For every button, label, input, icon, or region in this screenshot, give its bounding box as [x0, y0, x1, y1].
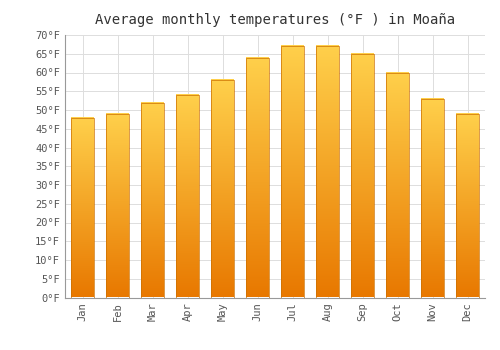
Bar [456, 114, 479, 298]
Bar [71, 118, 94, 298]
Bar [421, 99, 444, 298]
Bar [176, 95, 199, 298]
Bar [246, 57, 269, 298]
Bar [106, 114, 129, 298]
Title: Average monthly temperatures (°F ) in Moaña: Average monthly temperatures (°F ) in Mo… [95, 13, 455, 27]
Bar [386, 72, 409, 298]
Bar [316, 46, 339, 298]
Bar [351, 54, 374, 298]
Bar [281, 46, 304, 298]
Bar [211, 80, 234, 298]
Bar [141, 103, 164, 298]
